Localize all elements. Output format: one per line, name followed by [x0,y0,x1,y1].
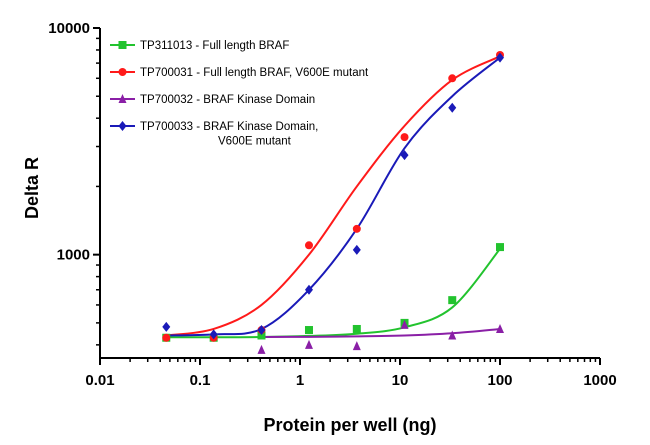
fit-curve [166,56,501,337]
data-point-circle [352,224,361,233]
data-point-circle [304,241,313,250]
data-point-diamond [257,325,266,336]
legend-marker-triangle [118,94,127,103]
data-point-diamond [448,102,457,113]
data-point-circle [162,333,171,342]
data-point-square [448,296,457,305]
legend-label: TP700033 - BRAF Kinase Domain, [140,121,318,133]
data-point-diamond [162,321,171,332]
legend-label: V600E mutant [218,136,292,148]
fit-curve [166,55,501,337]
data-point-circle [400,133,409,142]
legend: TP311013 - Full length BRAF TP700031 - Fu… [110,40,369,148]
x-tick-label: 100 [487,372,512,389]
data-point-triangle [448,330,457,340]
data-point-triangle [496,323,504,333]
data-point-triangle [400,319,409,329]
axes: 0.01 0.1 1 10 100 1000 1000 10000 [48,20,616,389]
legend-label: TP311013 - Full length BRAF [140,40,289,52]
data-point-circle [448,74,457,83]
legend-label: TP700032 - BRAF Kinase Domain [140,94,315,106]
legend-marker-diamond [118,121,127,131]
y-axis-title: Delta R [22,157,42,219]
data-point-square [257,331,266,340]
data-point-triangle [304,339,313,349]
data-point-diamond [304,284,313,295]
data-point-diamond [400,150,409,161]
x-tick-label: 1 [296,372,304,389]
legend-marker-circle [118,68,127,76]
data-point-triangle [257,344,266,354]
x-tick-label: 0.1 [190,372,211,389]
x-tick-label: 10 [392,372,409,389]
x-axis-title: Protein per well (ng) [263,415,436,435]
fit-curves [166,55,501,339]
x-tick-label: 1000 [583,372,616,389]
y-tick-label: 1000 [57,247,90,264]
data-points [162,51,504,354]
fit-curve [166,248,501,339]
legend-marker-square [118,41,127,49]
data-point-triangle [352,341,361,351]
data-point-diamond [209,329,218,340]
data-point-square [496,243,504,252]
legend-label: TP700031 - Full length BRAF, V600E mutan… [140,67,369,79]
data-point-square [352,324,361,333]
data-point-square [304,326,313,335]
y-tick-label: 10000 [48,20,90,37]
fit-curve [261,327,501,339]
data-point-diamond [496,52,504,63]
x-tick-label: 0.01 [85,372,114,389]
data-point-diamond [352,244,361,255]
